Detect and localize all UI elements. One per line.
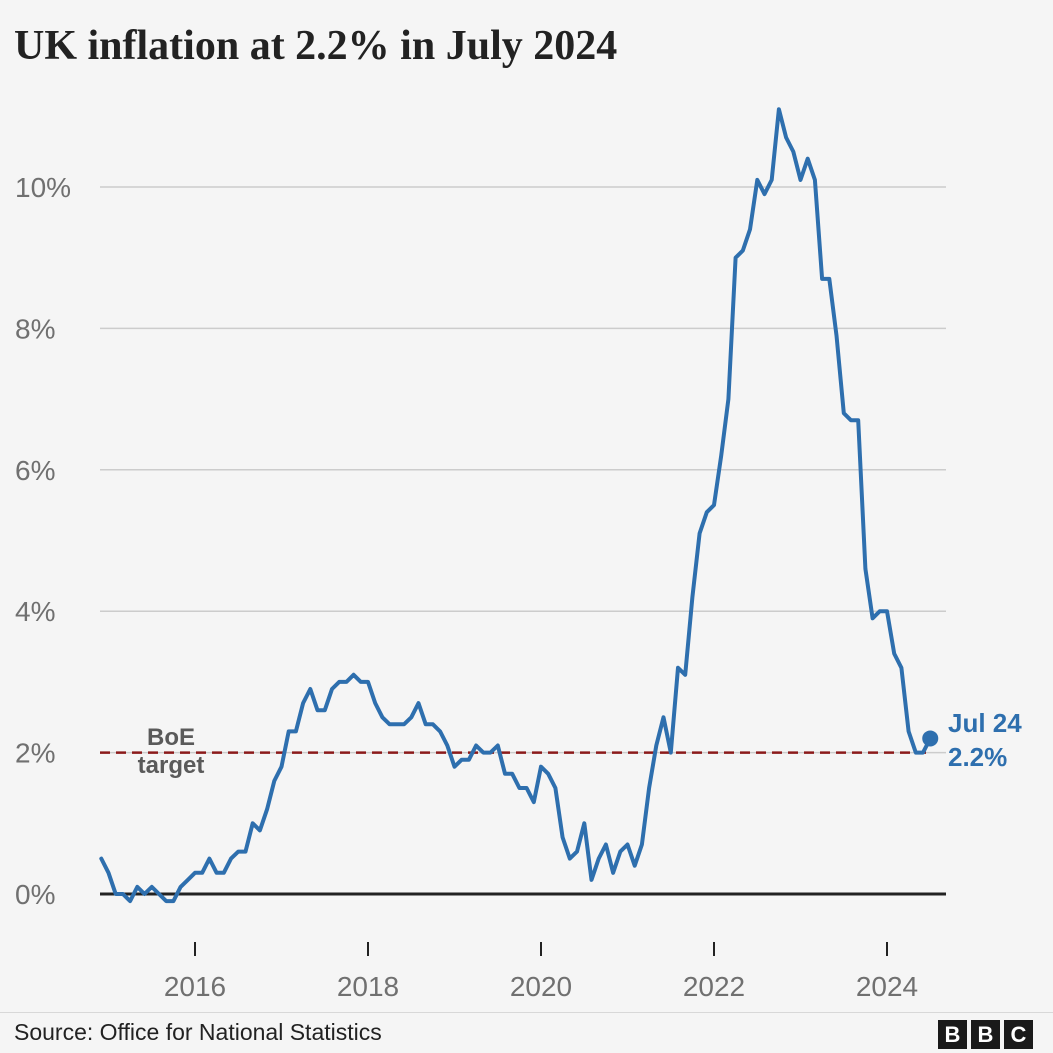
source-note: Source: Office for National Statistics — [14, 1019, 382, 1045]
gridlines — [100, 186, 946, 896]
line-chart: 0% 2% 4% 6% 8% 10% 2016 2018 2020 2022 2024 BoE t… — [15, 107, 1022, 1002]
target-label-line2: target — [138, 752, 205, 779]
end-annotation: Jul 24 2.2% — [948, 708, 1022, 772]
series-line — [99, 107, 933, 904]
end-label-value: 2.2% — [948, 742, 1007, 772]
chart-title: UK inflation at 2.2% in July 2024 — [14, 23, 618, 69]
x-tick-label: 2024 — [856, 971, 918, 1002]
boe-target: BoE target — [100, 724, 928, 779]
y-tick-label: 2% — [15, 738, 55, 769]
y-tick-label: 4% — [15, 596, 55, 627]
y-tick-label: 8% — [15, 313, 55, 344]
footer-divider — [0, 1012, 1053, 1013]
y-tick-label: 0% — [15, 879, 55, 910]
bbc-logo: B B C — [938, 1020, 1033, 1049]
x-tick-label: 2018 — [337, 971, 399, 1002]
y-axis-tick-labels: 0% 2% 4% 6% 8% 10% — [15, 172, 71, 910]
y-tick-label: 6% — [15, 455, 55, 486]
target-label-line1: BoE — [147, 724, 195, 751]
logo-letter: C — [1004, 1020, 1033, 1049]
y-tick-label: 10% — [15, 172, 71, 203]
x-tick-label: 2022 — [683, 971, 745, 1002]
inflation-series — [99, 107, 939, 904]
end-point-marker — [922, 730, 939, 747]
end-label-date: Jul 24 — [948, 708, 1022, 738]
logo-letter: B — [971, 1020, 1000, 1049]
x-tick-label: 2016 — [164, 971, 226, 1002]
x-tick-label: 2020 — [510, 971, 572, 1002]
x-axis: 2016 2018 2020 2022 2024 — [164, 942, 918, 1002]
logo-letter: B — [938, 1020, 967, 1049]
